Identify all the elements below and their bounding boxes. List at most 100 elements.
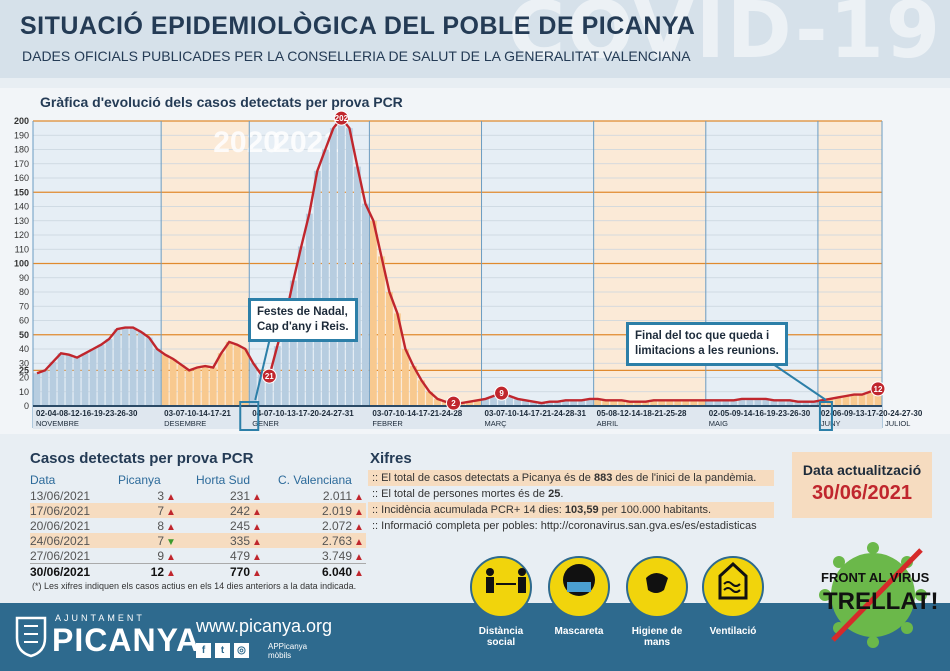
- bar: [818, 400, 826, 406]
- y-tick-label: 120: [14, 230, 29, 240]
- instagram-icon[interactable]: ◎: [234, 643, 249, 658]
- y-tick-label: 160: [14, 173, 29, 183]
- update-date: 30/06/2021: [811, 482, 913, 504]
- bar: [289, 280, 297, 406]
- bar: [546, 401, 554, 406]
- prevention-label-hands: Higiene de mans: [631, 626, 683, 648]
- prevention-mask: Mascareta: [548, 556, 610, 637]
- row-cv: 6.040 ▲: [264, 563, 366, 579]
- bar: [474, 400, 481, 406]
- bar: [394, 313, 401, 406]
- callout-toc-line1: Final del toc que queda i: [635, 330, 770, 342]
- bar: [113, 329, 121, 406]
- bar: [273, 346, 281, 406]
- table-row: 27/06/2021 9 ▲ 479 ▲ 3.749 ▲: [30, 548, 366, 564]
- bar: [706, 400, 714, 406]
- bar: [586, 398, 594, 406]
- ajuntament-label: AJUNTAMENT: [55, 613, 145, 623]
- bar: [562, 400, 570, 406]
- bar: [49, 361, 57, 406]
- bar: [121, 327, 129, 406]
- bar: [73, 357, 81, 406]
- y-tick-label: 180: [14, 145, 29, 155]
- x-tick-label: 05-08-12-14-18-21-25-28: [597, 409, 687, 418]
- bar: [281, 317, 289, 406]
- bar: [233, 344, 241, 406]
- bar: [514, 398, 521, 406]
- prevention-distance: Distància social: [470, 556, 532, 648]
- y-tick-label: 140: [14, 202, 29, 212]
- bar: [850, 394, 858, 406]
- cases-title: Casos detectats per prova PCR: [30, 450, 254, 467]
- bar: [730, 400, 738, 406]
- bar: [353, 166, 361, 406]
- data-label: 21: [265, 372, 274, 381]
- prevention-label-distance: Distància social: [478, 626, 524, 648]
- data-label: 2: [451, 399, 456, 408]
- bar: [361, 203, 369, 406]
- row-picanya: 3 ▲: [157, 488, 176, 503]
- bar: [762, 398, 770, 406]
- col-cv: C. Valenciana: [278, 473, 352, 487]
- update-box: Data actualització 30/06/2021: [792, 452, 932, 518]
- bar: [634, 401, 642, 406]
- bar: [698, 400, 706, 406]
- month-label: JUNY: [821, 419, 841, 428]
- bar: [786, 400, 794, 406]
- virus-icon: [819, 542, 927, 648]
- row-horta: 231 ▲: [229, 488, 262, 503]
- bar: [602, 400, 610, 406]
- bar: [193, 367, 201, 406]
- y-tick-label: 20: [19, 373, 29, 383]
- bar: [466, 401, 473, 406]
- twitter-icon[interactable]: t: [215, 643, 230, 658]
- bar: [249, 363, 257, 406]
- bar: [177, 364, 185, 406]
- bar: [866, 391, 874, 406]
- bar: [754, 398, 762, 406]
- row-cv: 2.072 ▲: [321, 518, 364, 533]
- y-tick-label: 0: [24, 401, 29, 411]
- bar: [153, 349, 161, 406]
- bar: [105, 339, 113, 406]
- callout-festes-line2: Cap d'any i Reis.: [257, 321, 349, 333]
- town-logo-text: PICANYA: [52, 622, 201, 658]
- row-date: 13/06/2021: [30, 488, 91, 503]
- callout-toc: Final del toc que queda i limitacions a …: [626, 322, 788, 366]
- table-row: 20/06/2021 8 ▲ 245 ▲ 2.072 ▲: [30, 518, 366, 533]
- bar: [129, 327, 137, 406]
- app-sub: mòbils: [268, 651, 292, 660]
- y-tick-label: 200: [14, 116, 29, 126]
- bar: [321, 149, 329, 406]
- bar: [530, 401, 537, 406]
- bar: [482, 398, 489, 406]
- callout-toc-line2: limitacions a les reunions.: [635, 345, 779, 357]
- bar: [185, 370, 193, 406]
- row-horta: 479 ▲: [229, 548, 262, 563]
- callout-festes-line1: Festes de Nadal,: [257, 306, 348, 318]
- row-cv: 3.749 ▲: [321, 548, 364, 563]
- y-tick-label: 80: [19, 287, 29, 297]
- x-tick-label: 04-07-10-13-17-20-24-27-31: [252, 409, 354, 418]
- bar: [137, 331, 145, 406]
- month-label: DESEMBRE: [164, 419, 206, 428]
- bar: [65, 354, 73, 406]
- y-tick-label: 130: [14, 216, 29, 226]
- col-data: Data: [30, 473, 56, 487]
- month-label: GENER: [252, 419, 279, 428]
- bar: [578, 400, 586, 406]
- x-axis-band: [33, 407, 882, 429]
- row-horta: 770 ▲: [178, 563, 264, 579]
- xifres-incidence: :: Incidència acumulada PCR+ 14 dies: 10…: [368, 502, 774, 518]
- row-picanya: 7 ▼: [118, 533, 178, 548]
- app-label[interactable]: APPicanya mòbils: [268, 642, 307, 660]
- covid-watermark: COVID-19: [508, 0, 942, 76]
- row-date: 27/06/2021: [30, 548, 91, 563]
- xifres-info-link[interactable]: :: Informació completa per pobles: http:…: [372, 520, 757, 532]
- table-row: 13/06/2021 3 ▲ 231 ▲ 2.011 ▲: [30, 488, 366, 503]
- facebook-icon[interactable]: f: [196, 643, 211, 658]
- website-link[interactable]: www.picanya.org: [196, 616, 333, 636]
- bar: [402, 349, 409, 406]
- bar: [89, 349, 97, 406]
